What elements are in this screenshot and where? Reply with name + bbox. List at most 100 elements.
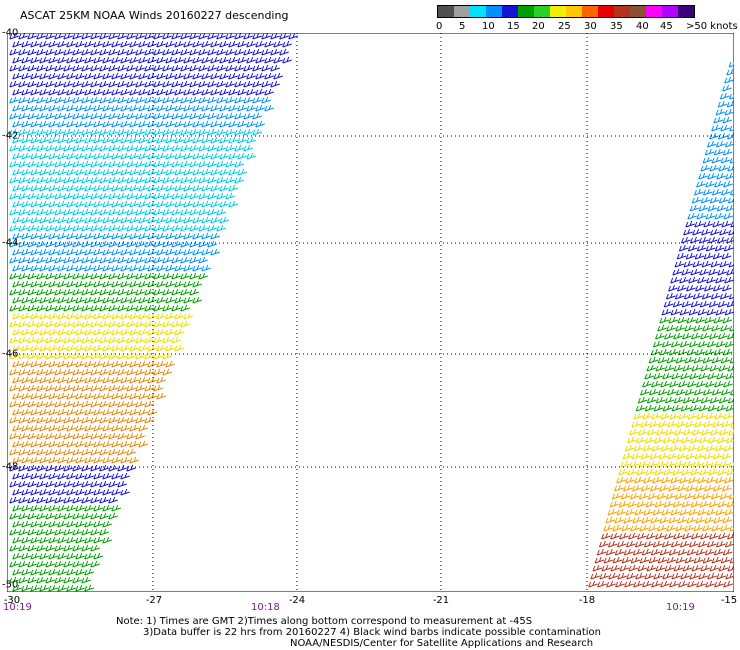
wind-barb (605, 548, 616, 556)
wind-barb (701, 292, 712, 300)
wind-barb (716, 172, 726, 180)
wind-barb (682, 564, 693, 572)
wind-barb (84, 392, 94, 400)
wind-barb (120, 232, 130, 240)
wind-barb (647, 492, 658, 500)
wind-barb (693, 388, 704, 396)
wind-barb (72, 192, 82, 200)
wind-barb (57, 264, 67, 272)
wind-barb (90, 528, 100, 536)
wind-barb (135, 112, 145, 120)
wind-barb (261, 96, 271, 104)
wind-barb (99, 304, 109, 312)
colorbar-swatch (438, 6, 454, 17)
wind-barb (45, 448, 55, 456)
wind-barb (165, 168, 175, 176)
wind-barb (652, 540, 663, 548)
wind-barb (21, 248, 31, 256)
wind-barb (75, 264, 85, 272)
wind-barb (657, 388, 668, 396)
wind-barb (120, 408, 130, 416)
wind-barb (36, 384, 46, 392)
wind-barb (634, 508, 645, 516)
wind-barb (111, 56, 121, 64)
wind-barb (712, 220, 722, 228)
wind-barb (117, 368, 127, 376)
wind-barb (45, 288, 55, 296)
wind-barb (701, 260, 712, 268)
wind-barb (180, 272, 190, 280)
wind-barb (111, 184, 121, 192)
wind-barb (117, 144, 127, 152)
wind-barb (12, 248, 22, 256)
wind-barb (696, 244, 707, 252)
wind-barb (21, 392, 31, 400)
wind-barb (198, 272, 208, 280)
wind-barb (621, 524, 631, 532)
wind-barb (45, 64, 55, 72)
wind-barb (9, 528, 19, 536)
wind-barb (81, 256, 91, 264)
wind-barb (18, 96, 28, 104)
wind-barb (671, 372, 681, 380)
wind-barb (21, 552, 31, 560)
wind-barb (57, 568, 67, 576)
wind-barb (216, 144, 226, 152)
wind-barb (9, 256, 19, 264)
wind-barb (723, 212, 734, 220)
wind-barb (120, 264, 130, 272)
wind-barb (63, 560, 73, 568)
wind-barb (707, 372, 717, 380)
wind-barb (144, 160, 154, 168)
wind-barb (18, 384, 28, 392)
wind-barb (99, 336, 109, 344)
wind-barb (18, 272, 28, 280)
wind-barb (66, 104, 76, 112)
wind-barb (102, 440, 112, 448)
wind-barb (156, 248, 166, 256)
wind-barb (165, 88, 175, 96)
wind-barb (84, 216, 94, 224)
wind-barb (710, 260, 721, 268)
wind-barb (72, 272, 82, 280)
wind-barb (727, 532, 734, 540)
wind-barb (75, 280, 85, 288)
wind-barb (201, 136, 211, 144)
wind-barb (126, 336, 136, 344)
wind-barb (710, 228, 720, 236)
wind-barb (63, 320, 73, 328)
wind-barb (18, 33, 28, 40)
wind-barb (12, 488, 22, 496)
wind-barb (102, 392, 112, 400)
wind-barb (201, 56, 211, 64)
wind-barb (18, 208, 28, 216)
wind-barb (111, 360, 121, 368)
wind-barb (153, 176, 163, 184)
wind-barb (180, 176, 190, 184)
wind-barb (207, 128, 217, 136)
wind-barb (684, 324, 694, 332)
wind-barb (677, 516, 688, 524)
wind-barb (27, 496, 37, 504)
wind-barb (99, 384, 109, 392)
wind-barb (727, 396, 734, 404)
wind-barb (171, 320, 181, 328)
wind-barb (252, 112, 262, 120)
wind-barb (683, 428, 693, 436)
wind-barb (649, 420, 659, 428)
wind-barb (138, 296, 148, 304)
wind-barb (676, 420, 686, 428)
wind-barb (624, 580, 634, 588)
wind-barb (708, 268, 719, 276)
wind-barb (30, 120, 40, 128)
wind-barb (129, 344, 139, 352)
wind-barb (659, 484, 669, 492)
colorbar-swatch (518, 6, 534, 17)
wind-barb (725, 372, 734, 380)
wind-barb (703, 452, 714, 460)
wind-barb (174, 72, 184, 80)
wind-barb (653, 404, 664, 412)
wind-barb (102, 344, 112, 352)
wind-barb (111, 344, 121, 352)
wind-barb (111, 216, 121, 224)
